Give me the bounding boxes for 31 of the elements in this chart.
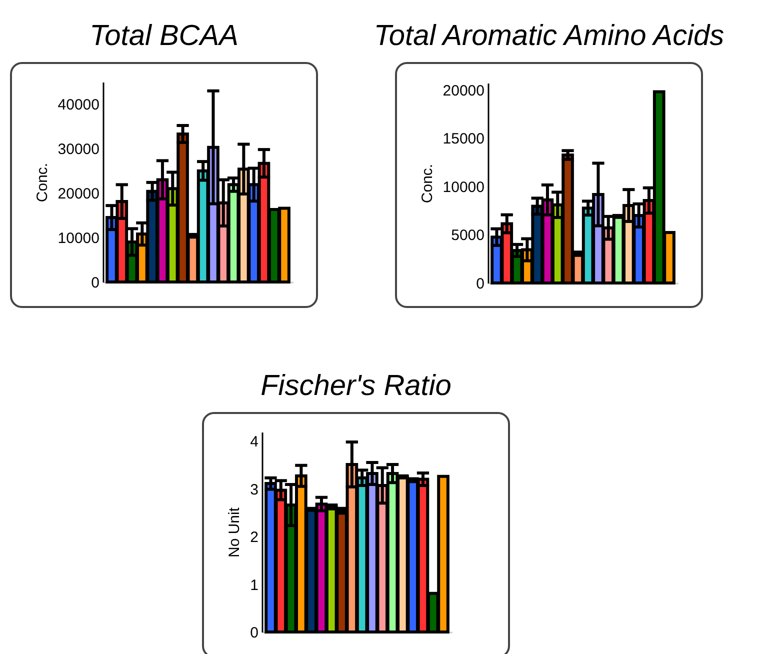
y-tick-label: 1: [250, 576, 258, 594]
bar: [652, 90, 666, 284]
panel-frame: 0 10000 20000 30000 40000 Conc.: [10, 62, 318, 308]
bar: [176, 132, 189, 284]
y-tick-label: 0: [250, 624, 258, 642]
y-axis-title: Conc.: [34, 162, 51, 202]
y-tick-label: 3: [250, 481, 258, 498]
chart-title: Fischer's Ratio: [260, 369, 452, 404]
y-tick-label: 40000: [58, 96, 100, 114]
y-tick-label: 4: [250, 434, 258, 451]
y-tick-label: 2: [250, 529, 258, 546]
y-tick-label: 10000: [442, 178, 484, 196]
y-tick-label: 10000: [58, 230, 100, 248]
bar: [416, 478, 430, 634]
bar: [663, 230, 676, 284]
chart-title: Total Aromatic Amino Acids: [372, 19, 726, 54]
panel-frame: 0 5000 10000 15000 20000 Conc.: [395, 62, 703, 308]
y-tick-label: 20000: [442, 82, 484, 100]
bar: [278, 206, 290, 284]
bar: [562, 153, 574, 284]
y-tick-label: 30000: [58, 141, 100, 158]
y-axis-title: No Unit: [226, 506, 244, 558]
panel-frame: 0 1 2 3 4 No Unit: [202, 412, 510, 654]
y-tick-label: 0: [476, 276, 484, 292]
y-tick-label: 5000: [451, 227, 484, 244]
y-tick-label: 15000: [442, 130, 484, 148]
y-axis-title: Conc.: [418, 164, 436, 204]
bar: [437, 474, 450, 634]
chart-title: Total BCAA: [88, 19, 240, 54]
y-tick-label: 0: [91, 274, 100, 292]
y-tick-label: 20000: [58, 186, 100, 203]
